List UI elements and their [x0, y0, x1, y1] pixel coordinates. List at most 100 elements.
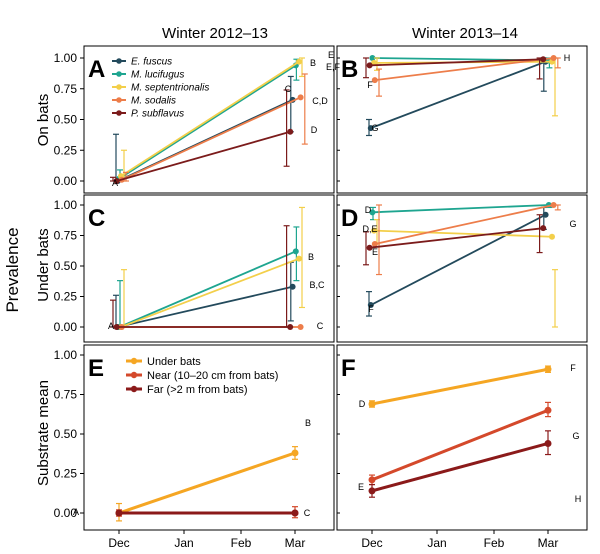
x-tick-label: Jan [174, 536, 193, 550]
significance-letter: B [305, 418, 311, 428]
series-c-1 [116, 226, 300, 330]
series-line [369, 58, 544, 67]
series-f-2 [368, 430, 552, 498]
legend-species-item: E. fuscus [112, 57, 172, 68]
y-tick-label: 0.50 [54, 427, 78, 441]
significance-letter: F [570, 363, 576, 373]
significance-letter: E [328, 50, 334, 60]
data-point [371, 241, 378, 248]
row2-ylabel: Under bats [35, 228, 52, 301]
significance-letter: F [368, 304, 374, 314]
legend-species-item: M. septentrionalis [112, 83, 209, 94]
data-point [296, 255, 302, 262]
legend-swatch-dot [130, 357, 138, 365]
significance-letter: E,F [326, 62, 341, 72]
legend-substrate-item: Far (>2 m from bats) [126, 384, 248, 396]
data-point [544, 439, 552, 447]
legend-species-item: P. subflavus [112, 109, 184, 120]
legend-swatch-dot [116, 97, 122, 103]
data-point [368, 487, 376, 495]
significance-letter: G [569, 219, 576, 229]
data-point [540, 225, 547, 232]
data-layer: A B C C,D D E E,F F G H A B B,C C D D,E E F G A B C D E F G H [73, 50, 582, 522]
legend-swatch-dot [130, 385, 138, 393]
data-point [366, 62, 373, 69]
prevalence-label: Prevalence [3, 227, 22, 312]
series-line [374, 57, 554, 82]
series-d-3 [371, 202, 561, 276]
data-point [369, 209, 376, 216]
x-tick-label: Dec [108, 536, 129, 550]
series-f-1 [368, 401, 552, 486]
panel-frame-f [336, 344, 588, 531]
legend-label: Under bats [147, 356, 201, 368]
y-tick-label: 1.00 [54, 51, 78, 65]
series-line [120, 60, 300, 177]
y-tick-label: 0.75 [54, 229, 78, 243]
significance-letter: B,C [309, 280, 325, 290]
series-line [371, 442, 549, 493]
panel-letter-e: E [88, 355, 104, 382]
series-d-0 [366, 206, 549, 317]
data-point [371, 227, 377, 234]
axes-layer: A0.000.250.500.751.00 BC0.000.250.500.751… [54, 45, 588, 550]
data-point [368, 400, 376, 408]
series-line [121, 96, 301, 181]
significance-letter: F [367, 80, 373, 90]
y-tick-label: 0.75 [54, 82, 78, 96]
series-b-2 [371, 57, 558, 117]
series-c-2 [118, 206, 305, 330]
legend-label: P. subflavus [131, 109, 184, 120]
row1-ylabel: On bats [35, 94, 52, 147]
data-point [366, 244, 373, 251]
series-f-0 [368, 365, 552, 408]
data-point [368, 476, 376, 484]
series-line [370, 60, 546, 129]
series-line [120, 257, 300, 328]
series-line [118, 451, 296, 515]
legend-substrate-item: Near (10–20 cm from bats) [126, 370, 278, 382]
data-point [549, 233, 555, 240]
significance-letter: A [108, 321, 114, 331]
data-point [540, 56, 547, 63]
row3-ylabel: Substrate mean [35, 380, 52, 486]
data-point [367, 125, 374, 132]
y-tick-label: 0.75 [54, 388, 78, 402]
y-tick-label: 0.00 [54, 506, 78, 520]
data-point [367, 302, 374, 309]
series-line [369, 227, 544, 249]
legend-species-item: M. sodalis [112, 96, 176, 107]
panel-frame-d [336, 194, 588, 343]
data-point [291, 449, 299, 457]
significance-letter: H [575, 494, 582, 504]
legend-swatch-dot [116, 58, 122, 64]
y-tick-label: 0.50 [54, 259, 78, 273]
panel-letter-d: D [341, 205, 358, 232]
significance-letter: G [572, 431, 579, 441]
data-point [287, 128, 294, 135]
x-tick-label: Feb [484, 536, 505, 550]
significance-letter: E [372, 247, 378, 257]
legend-species-item: M. lucifugus [112, 70, 184, 81]
data-point [292, 248, 299, 255]
significance-letter: A [73, 507, 79, 517]
data-point [287, 324, 294, 330]
significance-letter: E [358, 482, 364, 492]
significance-letter: A [112, 178, 118, 188]
legend-swatch-dot [130, 371, 138, 379]
significance-letter: D [365, 205, 372, 215]
series-line [117, 285, 293, 328]
legend-label: M. lucifugus [131, 70, 184, 81]
significance-letter: C,D [312, 96, 328, 106]
significance-letter: C [285, 84, 292, 94]
series-line [371, 367, 549, 406]
series-b-3 [371, 55, 561, 97]
series-c-4 [110, 225, 294, 330]
data-point [115, 509, 123, 517]
series-e-2 [115, 509, 299, 517]
data-point [297, 324, 304, 330]
significance-letter: B [310, 58, 316, 68]
significance-letter: C [317, 321, 324, 331]
title-left: Winter 2012–13 [162, 25, 268, 42]
series-line [372, 204, 549, 214]
